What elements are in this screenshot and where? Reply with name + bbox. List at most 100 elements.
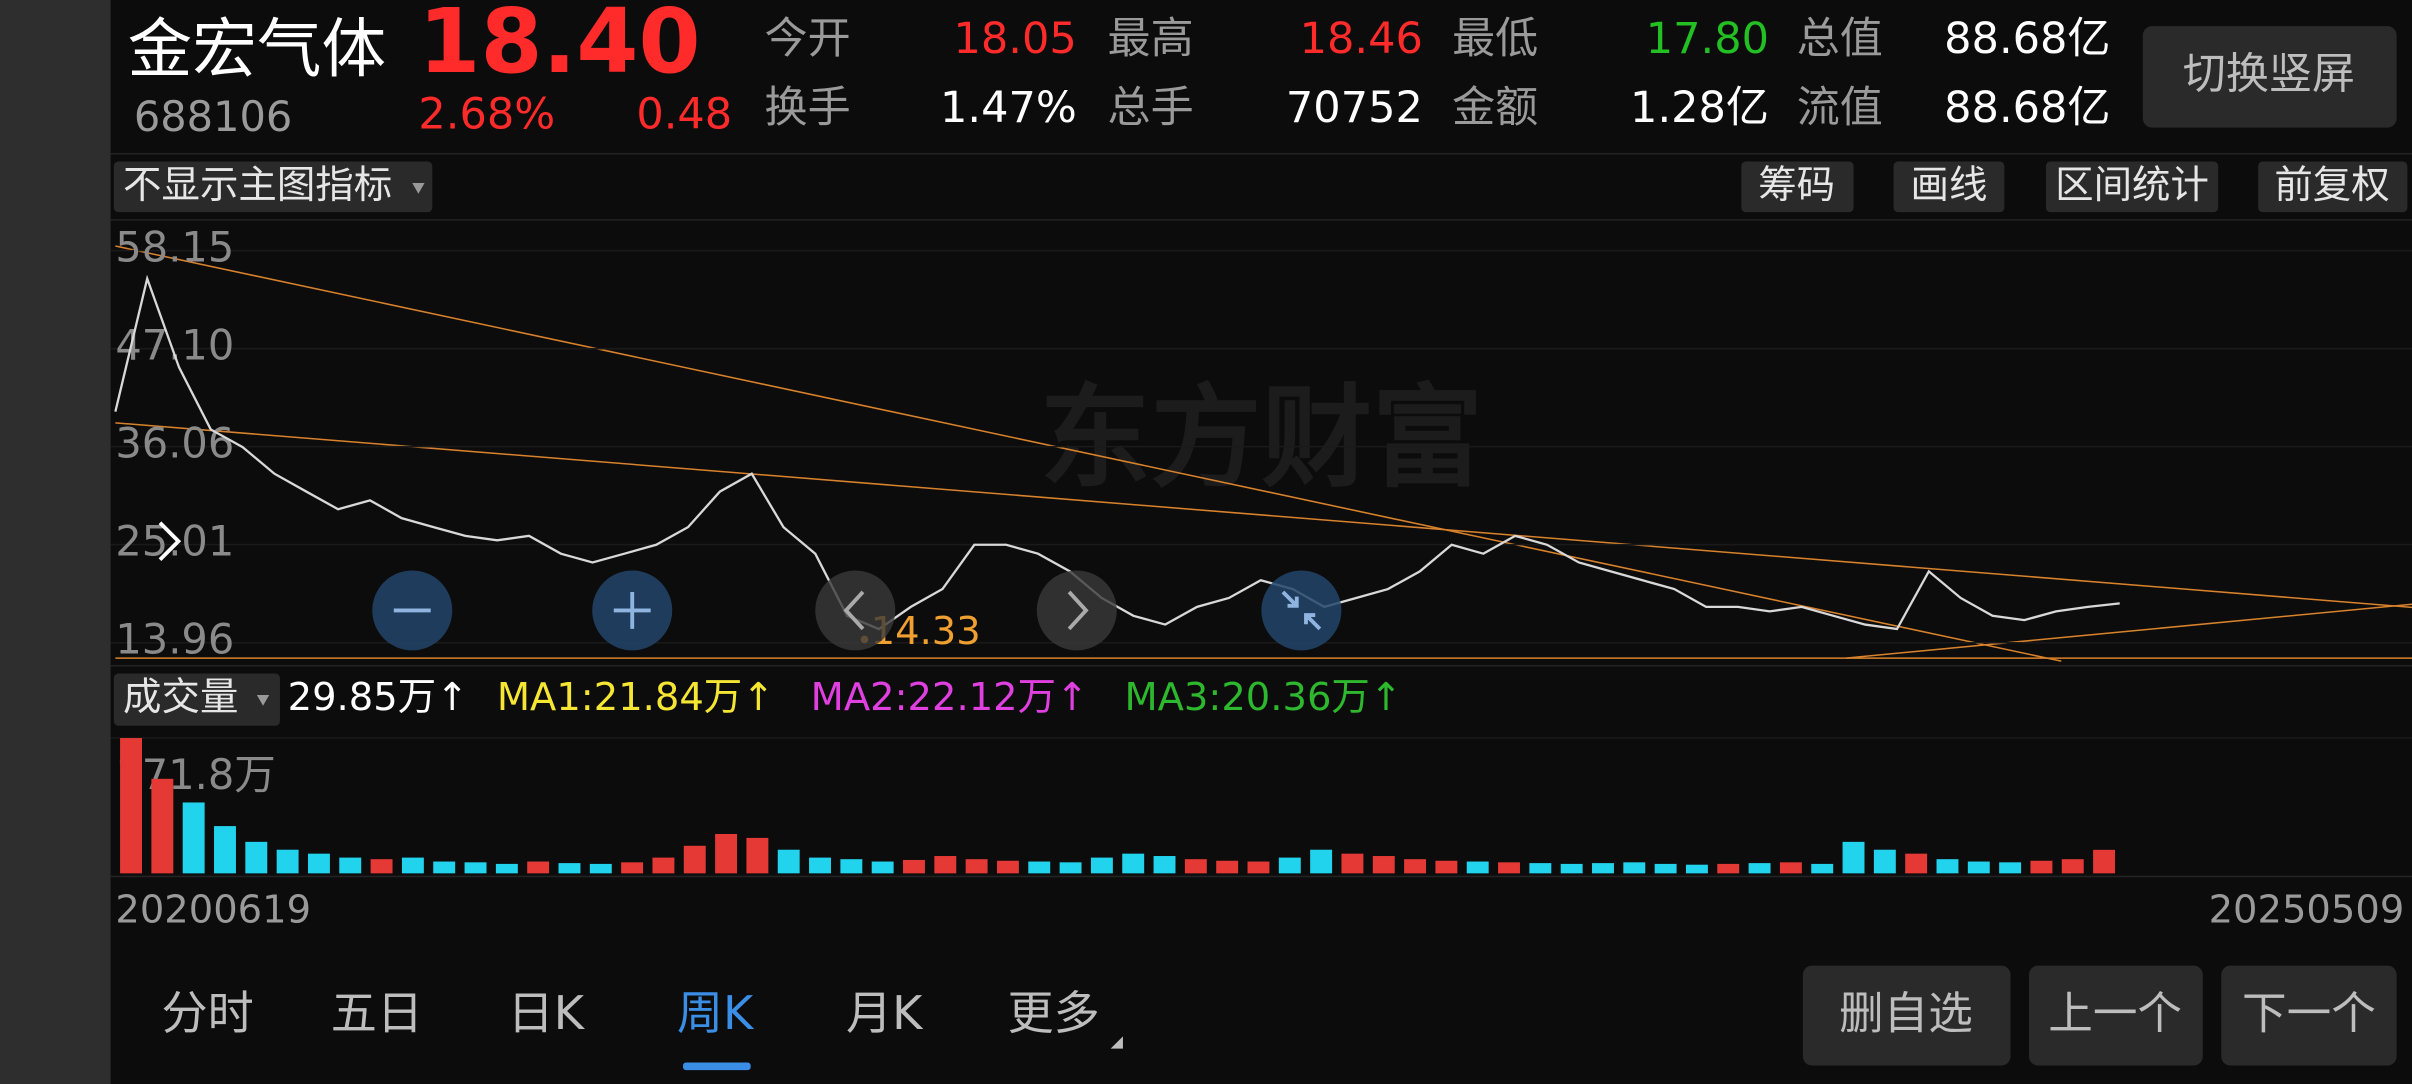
volume-bar (2030, 860, 2053, 874)
button-bg (2028, 965, 2203, 1066)
volume-bar (1435, 860, 1458, 874)
volume-bar (1717, 863, 1740, 874)
indicator-value: 29.85万↑ (288, 675, 469, 720)
change: 0.48 (636, 89, 732, 139)
volume-bar (1654, 863, 1677, 874)
tab[interactable]: 分时 (162, 986, 254, 1040)
button-label: 不显示主图指标 (123, 163, 392, 208)
button-bg (113, 673, 280, 726)
zoom-in[interactable] (592, 570, 673, 651)
volume-bar (1498, 862, 1520, 874)
y-tick-label: 171.8万 (115, 750, 275, 799)
volume-bar (339, 857, 362, 874)
y-tick-label: 47.10 (115, 321, 234, 370)
volume-bar (1685, 864, 1708, 874)
stock-name: 金宏气体 (128, 12, 386, 87)
volume-bar (903, 859, 925, 874)
stat-label: 最低 (1452, 14, 1538, 64)
indicator-value: MA1:21.84万↑ (497, 675, 775, 720)
main-panel (110, 0, 2412, 1084)
tab[interactable]: 周K (677, 986, 755, 1040)
stat-label: 总手 (1108, 83, 1194, 133)
orientation-button[interactable]: 切换竖屏 (2142, 26, 2397, 128)
scroll-right[interactable] (1036, 570, 1117, 651)
tab[interactable]: 五日 (331, 986, 423, 1040)
volume-bar (1999, 862, 2022, 874)
volume-bar (840, 859, 863, 874)
volume-bar (464, 862, 487, 874)
y-tick-label: 25.01 (115, 517, 234, 566)
volume-bar (746, 837, 769, 874)
volume-bar (307, 853, 330, 874)
volume-bar (1153, 856, 1176, 874)
expand-arrow[interactable] (158, 521, 182, 562)
tab[interactable]: 更多 (1008, 986, 1100, 1040)
stock-code: 688106 (134, 92, 293, 141)
range-stats-button[interactable]: 区间统计 (2045, 161, 2219, 213)
draw-button[interactable]: 画线 (1893, 161, 2005, 213)
volume-bar (1592, 863, 1614, 874)
volume-bar (871, 861, 894, 874)
button-bg (1741, 161, 1854, 213)
volume-bar (1184, 859, 1207, 874)
indicator-select[interactable]: 不显示主图指标 (113, 161, 433, 213)
volume-bar (1905, 853, 1928, 874)
stat-value: 17.80 (1646, 14, 1769, 64)
left-icon (843, 590, 865, 631)
button-bg (2258, 161, 2408, 213)
volume-bar (1278, 857, 1301, 874)
button-bg (1893, 161, 2005, 213)
scroll-left[interactable] (815, 570, 896, 651)
circle-button (1036, 570, 1117, 651)
compress[interactable] (1261, 570, 1342, 651)
volume-bar (1341, 853, 1364, 874)
button-label: 切换竖屏 (2183, 49, 2355, 99)
dropdown-icon (256, 694, 270, 706)
volume-bar (1247, 861, 1270, 874)
stat-value: 70752 (1286, 83, 1423, 133)
volume-bar (1560, 863, 1583, 874)
volume-bar (2093, 849, 2116, 874)
remove-watchlist-button[interactable]: 删自选 (1802, 965, 2011, 1066)
plus-icon (613, 591, 651, 629)
volume-bar (2061, 859, 2084, 874)
next-button[interactable]: 下一个 (2221, 965, 2397, 1066)
date-end: 20250509 (2209, 887, 2405, 932)
stat-value: 18.46 (1300, 14, 1423, 64)
chip-button[interactable]: 筹码 (1741, 161, 1854, 213)
volume-bar (1404, 859, 1427, 874)
button-label: 删自选 (1839, 987, 1973, 1039)
active-tab-indicator (682, 1062, 751, 1071)
stock-price: 18.40 (418, 0, 700, 94)
volume-bar (715, 833, 738, 874)
volume-bar (1529, 863, 1552, 874)
volume-bar (1466, 861, 1489, 874)
volume-bar (1842, 841, 1865, 874)
zoom-out[interactable] (372, 570, 453, 651)
y-tick-label: 58.15 (115, 223, 234, 272)
volume-bar (1059, 862, 1082, 874)
volume-bar (621, 862, 644, 874)
button-bg (2221, 965, 2397, 1066)
button-bg (2142, 26, 2397, 128)
more-icon (1110, 1036, 1123, 1049)
volume-bar (1811, 863, 1834, 874)
volume-select[interactable]: 成交量 (113, 673, 280, 726)
tab[interactable]: 月K (846, 986, 924, 1040)
button-label: 筹码 (1758, 163, 1835, 208)
date-start: 20200619 (115, 887, 311, 932)
volume-bar (1028, 861, 1051, 874)
stat-value: 88.68亿 (1944, 83, 2110, 133)
adjust-button[interactable]: 前复权 (2258, 161, 2408, 213)
stat-value: 88.68亿 (1944, 14, 2110, 64)
button-bg (113, 161, 433, 213)
volume-bar (965, 859, 988, 874)
volume-bar (683, 845, 706, 874)
volume-bar (809, 857, 831, 874)
previous-button[interactable]: 上一个 (2028, 965, 2203, 1066)
tab[interactable]: 日K (508, 986, 586, 1040)
volume-bar (996, 860, 1019, 874)
button-bg (2045, 161, 2219, 213)
stat-label: 流值 (1797, 83, 1883, 133)
